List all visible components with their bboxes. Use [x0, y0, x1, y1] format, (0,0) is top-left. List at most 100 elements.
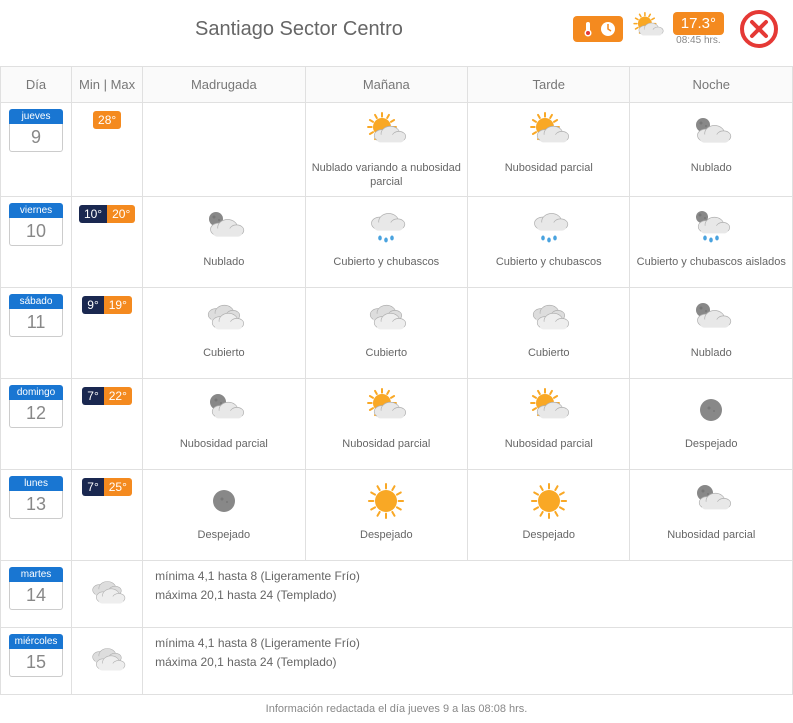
table-row: miércoles 15 mínima 4,1 hasta 8 (Ligeram… [1, 627, 793, 694]
forecast-cell [143, 103, 305, 197]
close-icon [749, 19, 769, 39]
day-name: domingo [9, 385, 63, 400]
column-header: Madrugada [143, 67, 305, 103]
forecast-desc: Nubosidad parcial [634, 528, 788, 554]
forecast-desc: Cubierto [472, 346, 625, 372]
minmax-cell: 10°20° [72, 196, 143, 287]
weather-icon [634, 385, 788, 435]
weather-icon [472, 294, 625, 344]
weather-icon [147, 203, 300, 253]
day-name: miércoles [9, 634, 63, 649]
column-header: Tarde [468, 67, 630, 103]
weather-icon [147, 385, 300, 435]
forecast-cell: Cubierto y chubascos [468, 196, 630, 287]
column-header: Noche [630, 67, 793, 103]
minmax-cell: 7°22° [72, 378, 143, 469]
forecast-cell: Nublado variando a nubosidad parcial [305, 103, 467, 197]
close-button[interactable] [740, 10, 778, 48]
forecast-cell: Cubierto [468, 287, 630, 378]
column-header: Min | Max [72, 67, 143, 103]
forecast-desc: Nubosidad parcial [310, 437, 463, 463]
thermometer-icon [579, 20, 597, 38]
day-number: 10 [9, 218, 63, 246]
forecast-cell: Nubosidad parcial [468, 103, 630, 197]
forecast-desc: Nubosidad parcial [472, 437, 625, 463]
column-header: Día [1, 67, 72, 103]
weather-icon [147, 476, 300, 526]
forecast-cell: Cubierto [143, 287, 305, 378]
weather-icon [310, 385, 463, 435]
forecast-cell: Cubierto y chubascos [305, 196, 467, 287]
weather-icon [310, 476, 463, 526]
weather-icon [147, 109, 300, 159]
forecast-cell: Nubosidad parcial [305, 378, 467, 469]
weather-icon [76, 569, 138, 619]
forecast-cell: Nublado [630, 287, 793, 378]
min-temp: 10° [79, 205, 107, 223]
header: Santiago Sector Centro 17.3° 08:45 hrs. [0, 0, 793, 58]
weather-icon [310, 294, 463, 344]
day-cell: miércoles 15 [1, 627, 72, 694]
forecast-cell: Nublado [143, 196, 305, 287]
weather-icon [634, 203, 788, 253]
clock-icon [599, 20, 617, 38]
forecast-cell: Despejado [468, 469, 630, 560]
weather-icon [76, 636, 138, 686]
day-chip: miércoles 15 [9, 634, 63, 677]
weather-icon [472, 385, 625, 435]
forecast-desc: Nubosidad parcial [147, 437, 300, 463]
max-temp: 25° [104, 478, 132, 496]
current-temp-column: 17.3° 08:45 hrs. [673, 12, 724, 46]
day-number: 14 [9, 582, 63, 610]
forecast-desc [147, 161, 300, 187]
forecast-cell: Despejado [143, 469, 305, 560]
forecast-desc: Cubierto [310, 346, 463, 372]
day-number: 9 [9, 124, 63, 152]
summary-icon-cell [72, 560, 143, 627]
forecast-cell: Despejado [305, 469, 467, 560]
forecast-desc: Nublado variando a nubosidad parcial [310, 161, 463, 190]
footer-text: Información redactada el día jueves 9 a … [0, 695, 793, 723]
max-temp: 28° [93, 111, 121, 129]
min-temp: 9° [82, 296, 103, 314]
minmax-cell: 9°19° [72, 287, 143, 378]
summary-text: mínima 4,1 hasta 8 (Ligeramente Frío)máx… [143, 627, 793, 694]
weather-icon [472, 109, 625, 159]
table-row: domingo 12 7°22° Nubosidad parcial Nubos… [1, 378, 793, 469]
day-name: viernes [9, 203, 63, 218]
summary-icon-cell [72, 627, 143, 694]
column-header: Mañana [305, 67, 467, 103]
weather-icon [472, 203, 625, 253]
current-temp: 17.3° [673, 12, 724, 35]
forecast-desc: Cubierto [147, 346, 300, 372]
forecast-desc: Despejado [310, 528, 463, 554]
forecast-desc: Despejado [634, 437, 788, 463]
forecast-table: DíaMin | MaxMadrugadaMañanaTardeNoche ju… [0, 66, 793, 695]
day-name: sábado [9, 294, 63, 309]
day-chip: viernes 10 [9, 203, 63, 246]
day-cell: domingo 12 [1, 378, 72, 469]
table-row: sábado 11 9°19° Cubierto Cubierto [1, 287, 793, 378]
location-title: Santiago Sector Centro [15, 18, 573, 41]
forecast-desc: Cubierto y chubascos [472, 255, 625, 281]
day-name: lunes [9, 476, 63, 491]
day-name: jueves [9, 109, 63, 124]
max-temp: 22° [104, 387, 132, 405]
weather-icon [147, 294, 300, 344]
thermo-clock-badge [573, 16, 623, 42]
day-cell: viernes 10 [1, 196, 72, 287]
current-time: 08:45 hrs. [673, 35, 724, 46]
table-row: martes 14 mínima 4,1 hasta 8 (Ligerament… [1, 560, 793, 627]
current-weather-icon [631, 12, 665, 46]
header-icons: 17.3° 08:45 hrs. [573, 10, 778, 48]
forecast-desc: Cubierto y chubascos aislados [634, 255, 788, 281]
table-row: lunes 13 7°25° Despejado Despejado Despe… [1, 469, 793, 560]
min-temp: 7° [82, 387, 103, 405]
day-cell: lunes 13 [1, 469, 72, 560]
min-temp: 7° [82, 478, 103, 496]
forecast-desc: Cubierto y chubascos [310, 255, 463, 281]
forecast-desc: Despejado [147, 528, 300, 554]
day-chip: domingo 12 [9, 385, 63, 428]
day-number: 15 [9, 649, 63, 677]
forecast-cell: Despejado [630, 378, 793, 469]
